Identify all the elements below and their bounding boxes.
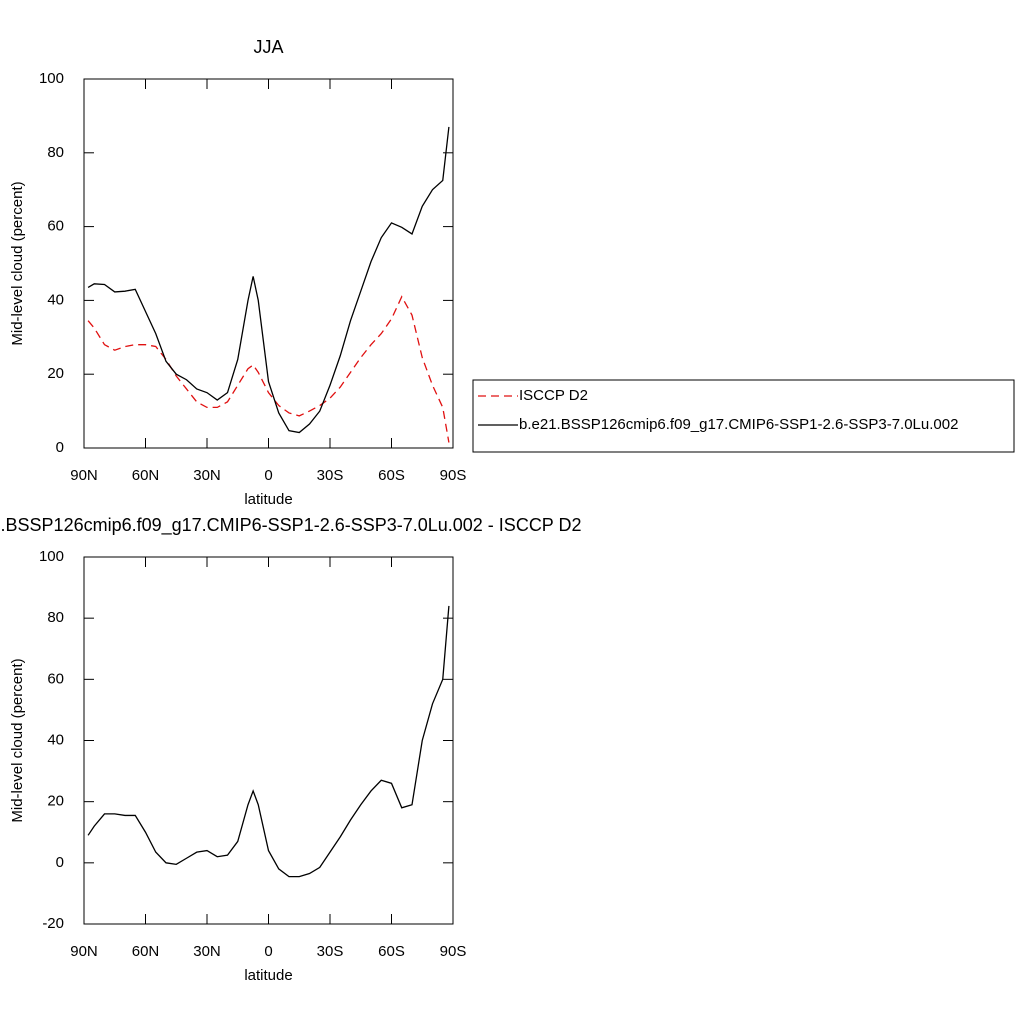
chart-title: b.e21.BSSP126cmip6.f09_g17.CMIP6-SSP1-2.… [0,515,582,536]
y-tick-label: 80 [47,609,64,626]
series-line [87,126,450,434]
y-axis-label: Mid-level cloud (percent) [9,658,26,822]
x-tick-label: 90N [70,943,98,960]
series-line [87,605,450,878]
x-tick-label: 90N [70,467,98,484]
legend-label: b.e21.BSSP126cmip6.f09_g17.CMIP6-SSP1-2.… [519,416,958,433]
x-axis-label: latitude [244,491,292,508]
x-tick-label: 60N [132,467,160,484]
y-axis-label: Mid-level cloud (percent) [9,181,26,345]
x-tick-label: 30S [317,943,344,960]
x-tick-label: 30S [317,467,344,484]
x-tick-label: 60S [378,943,405,960]
x-tick-label: 60S [378,467,405,484]
y-tick-label: 40 [47,731,64,748]
x-tick-label: 90S [440,467,467,484]
y-tick-label: 20 [47,365,64,382]
x-tick-label: 0 [264,467,272,484]
y-tick-label: 60 [47,218,64,235]
x-tick-label: 30N [193,467,221,484]
y-tick-label: 40 [47,291,64,308]
x-tick-label: 60N [132,943,160,960]
legend-box [472,379,1015,453]
y-tick-label: 80 [47,144,64,161]
series-line [87,295,450,443]
x-tick-label: 0 [264,943,272,960]
y-tick-label: 0 [56,439,64,456]
plot-frame [83,556,454,925]
y-tick-label: 100 [39,70,64,87]
chart-title: JJA [253,37,283,57]
y-tick-label: 100 [39,548,64,565]
y-tick-label: 20 [47,793,64,810]
legend-label: ISCCP D2 [519,387,588,404]
y-tick-label: -20 [42,915,64,932]
x-axis-label: latitude [244,967,292,984]
y-tick-label: 60 [47,670,64,687]
x-tick-label: 90S [440,943,467,960]
y-tick-label: 0 [56,854,64,871]
x-tick-label: 30N [193,943,221,960]
